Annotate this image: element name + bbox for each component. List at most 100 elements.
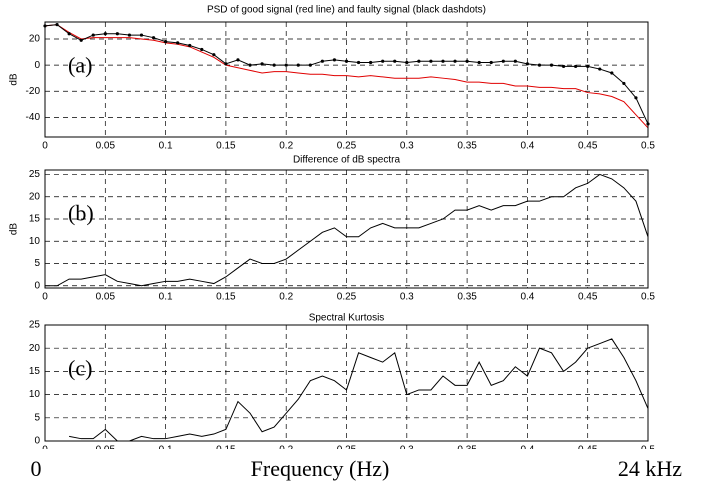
series-marker — [115, 32, 119, 36]
panel-annotation: (c) — [68, 355, 92, 380]
series-marker — [176, 41, 180, 45]
y-tick-label: 20 — [29, 343, 41, 354]
x-tick-label: 0.4 — [520, 292, 534, 303]
series-marker — [537, 63, 542, 67]
x-tick-label: 0.25 — [337, 292, 357, 303]
series-marker — [598, 67, 602, 71]
x-tick-label: 0 — [42, 292, 48, 303]
footer-left: 0 — [31, 456, 42, 481]
series-marker — [489, 60, 493, 65]
series-marker — [622, 81, 626, 86]
panel-annotation: (a) — [68, 52, 92, 77]
series-marker — [79, 38, 83, 42]
series-marker — [284, 63, 288, 67]
y-tick-label: 0 — [34, 280, 40, 291]
y-tick-label: 10 — [29, 236, 41, 247]
y-tick-label: 10 — [29, 389, 41, 400]
y-tick-label: 25 — [29, 169, 41, 180]
y-tick-label: 20 — [29, 34, 41, 45]
series-marker — [200, 47, 204, 52]
series-marker — [417, 59, 421, 63]
plot-frame — [44, 169, 649, 289]
plot-frame — [44, 324, 649, 442]
series-marker — [561, 64, 566, 69]
chart-title: PSD of good signal (red line) and faulty… — [207, 5, 486, 16]
x-tick-label: 0.45 — [578, 292, 598, 303]
series-marker — [127, 33, 132, 37]
x-tick-label: 0.3 — [400, 141, 414, 152]
y-tick-label: 20 — [29, 191, 41, 202]
series-line — [69, 338, 649, 442]
series-marker — [405, 60, 409, 65]
series-marker — [453, 59, 457, 63]
x-tick-label: 0.15 — [216, 141, 236, 152]
x-tick-label: 0.05 — [96, 141, 116, 152]
x-tick-label: 0.45 — [578, 141, 598, 152]
y-tick-label: 15 — [29, 214, 41, 225]
series-marker — [344, 59, 349, 63]
y-axis-label: dB — [9, 73, 20, 86]
footer-center: Frequency (Hz) — [251, 456, 390, 481]
x-tick-label: 0.1 — [159, 141, 173, 152]
chart-title: Difference of dB spectra — [293, 155, 401, 166]
series-marker — [272, 63, 276, 67]
series-marker — [525, 62, 530, 66]
series-marker — [429, 59, 433, 63]
series-marker — [381, 59, 385, 63]
series-marker — [441, 59, 445, 63]
x-tick-label: 0.5 — [641, 292, 655, 303]
series-marker — [549, 63, 554, 67]
x-tick-label: 0.05 — [96, 292, 116, 303]
x-tick-label: 0.25 — [337, 141, 357, 152]
series-line — [45, 173, 649, 287]
series-marker — [164, 40, 168, 44]
x-tick-label: 0.15 — [216, 292, 236, 303]
series-marker — [236, 58, 240, 62]
series-marker — [55, 23, 59, 27]
x-tick-label: 0 — [42, 141, 48, 152]
series-marker — [103, 32, 107, 36]
y-tick-label: 25 — [29, 320, 41, 331]
series-line — [44, 24, 649, 129]
series-marker — [369, 60, 373, 65]
series-marker — [91, 33, 95, 37]
series-marker — [296, 63, 300, 67]
plots: 0 0.05 0.1 0.15 0.2 0.25 0.3 0.35 0.4 0.45 0.5-40-… — [0, 5, 710, 488]
series-marker — [393, 59, 397, 63]
series-marker — [477, 60, 481, 65]
y-tick-label: 15 — [29, 366, 41, 377]
y-tick-label: 5 — [34, 258, 40, 269]
series-marker — [356, 60, 361, 65]
series-marker — [248, 63, 252, 67]
y-tick-label: -40 — [26, 112, 41, 123]
series-marker — [139, 33, 144, 37]
series-marker — [332, 58, 337, 62]
series-marker — [634, 96, 638, 100]
footer-right: 24 kHz — [618, 456, 682, 481]
plot-frame — [44, 21, 649, 138]
panel-annotation: (b) — [68, 201, 94, 226]
series-marker — [610, 71, 614, 75]
series-marker — [586, 64, 590, 69]
series-marker — [224, 62, 228, 66]
series-marker — [67, 32, 71, 36]
series-marker — [212, 53, 216, 57]
x-tick-label: 0.2 — [279, 141, 293, 152]
x-tick-label: 0.2 — [279, 292, 293, 303]
x-tick-label: 0.35 — [457, 292, 477, 303]
x-tick-label: 0.3 — [400, 292, 414, 303]
series-marker — [320, 59, 324, 63]
series-marker — [308, 63, 312, 67]
y-tick-label: 5 — [34, 412, 40, 423]
series-marker — [513, 59, 517, 63]
chart-title: Spectral Kurtosis — [309, 313, 385, 324]
y-axis-label: dB — [9, 223, 20, 236]
series-marker — [501, 59, 505, 63]
y-tick-label: 0 — [34, 60, 40, 71]
y-tick-label: 0 — [34, 436, 40, 447]
series-marker — [188, 43, 192, 48]
series-marker — [151, 36, 156, 40]
x-tick-label: 0.1 — [159, 292, 173, 303]
x-tick-label: 0.5 — [641, 141, 655, 152]
